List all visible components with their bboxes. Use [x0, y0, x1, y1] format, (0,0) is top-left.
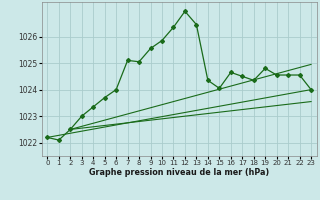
X-axis label: Graphe pression niveau de la mer (hPa): Graphe pression niveau de la mer (hPa) — [89, 168, 269, 177]
